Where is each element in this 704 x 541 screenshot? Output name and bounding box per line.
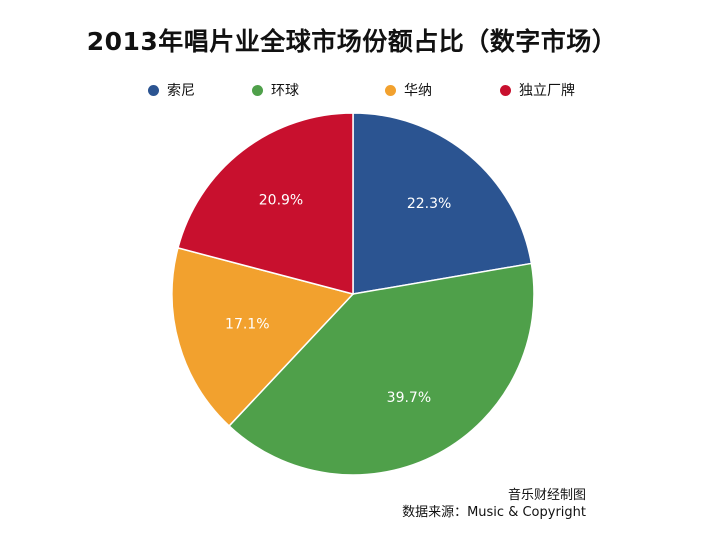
pie-slices: [171, 112, 535, 476]
slice-value-label: 22.3%: [407, 196, 451, 212]
legend-item: 华纳: [385, 80, 432, 100]
pie-slice: [228, 262, 535, 476]
slice-value-label: 39.7%: [387, 390, 431, 406]
legend-swatch: [385, 84, 396, 96]
legend-swatch: [500, 84, 511, 96]
pie-slice: [177, 112, 354, 295]
legend-item: 环球: [252, 80, 299, 100]
source-text: 数据来源：Music & Copyright: [402, 505, 586, 520]
chart-legend: 索尼 环球 华纳 独立厂牌: [0, 80, 704, 102]
pie-slice: [171, 246, 355, 428]
legend-label: 索尼: [167, 83, 195, 99]
pie-slice: [352, 112, 533, 295]
legend-item: 独立厂牌: [500, 80, 575, 100]
legend-label: 华纳: [404, 83, 432, 99]
slice-value-label: 17.1%: [225, 316, 269, 332]
slice-value-label: 20.9%: [259, 193, 303, 209]
credit-text: 音乐财经制图: [507, 488, 586, 503]
legend-item: 索尼: [148, 80, 195, 100]
legend-swatch: [252, 84, 263, 96]
legend-label: 独立厂牌: [519, 83, 575, 99]
legend-swatch: [148, 84, 159, 96]
source-note: 音乐财经制图 数据来源：Music & Copyright: [402, 487, 586, 521]
chart-title: 2013年唱片业全球市场份额占比（数字市场）: [86, 27, 618, 56]
legend-label: 环球: [271, 83, 299, 99]
pie-value-labels: 22.3% 39.7% 17.1% 20.9%: [225, 193, 451, 406]
